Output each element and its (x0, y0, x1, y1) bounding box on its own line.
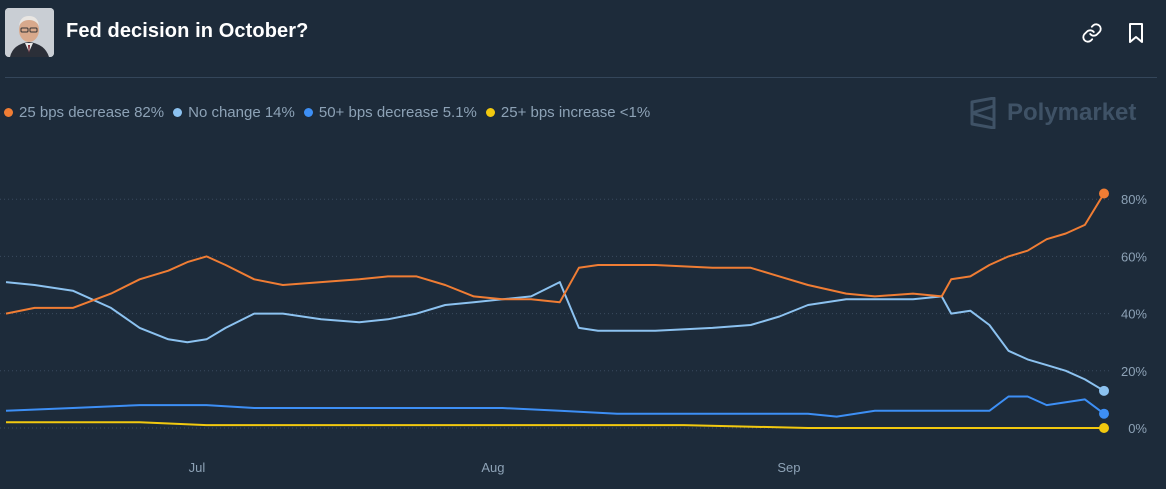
polymarket-logo-icon (970, 97, 996, 129)
y-tick-label: 20% (1121, 364, 1147, 379)
copy-link-button[interactable] (1079, 20, 1105, 46)
legend-item-25bps-decrease: 25 bps decrease 82% (4, 104, 164, 121)
market-header: Fed decision in October? (0, 0, 1166, 78)
legend-label: 50+ bps decrease 5.1% (318, 103, 477, 121)
legend-dot (4, 107, 13, 117)
series-end-point (1099, 408, 1109, 419)
chart-legend: 25 bps decrease 82% No change 14% 50+ bp… (4, 102, 659, 122)
x-tick-label: Sep (777, 460, 800, 475)
series-end-point (1099, 385, 1109, 396)
legend-dot (485, 107, 495, 117)
legend-dot (173, 107, 183, 117)
series-line-25-bps-increase (6, 421, 1104, 429)
series-line-no-change (5, 281, 1105, 392)
y-tick-label: 80% (1121, 192, 1147, 207)
series-line-25-bps-decrease (5, 192, 1105, 315)
x-tick-label: Aug (481, 460, 504, 475)
legend-label: 25 bps decrease 82% (19, 103, 165, 121)
legend-item-50bps-decrease: 50+ bps decrease 5.1% (303, 103, 477, 121)
x-tick-label: Jul (189, 460, 206, 475)
y-tick-label: 60% (1121, 249, 1147, 264)
series-end-point (1099, 423, 1109, 433)
legend-item-25bps-increase: 25+ bps increase <1% (485, 103, 651, 121)
brand-name: Polymarket (1007, 99, 1137, 126)
bookmark-button[interactable] (1123, 20, 1149, 46)
market-avatar (5, 8, 54, 57)
y-tick-label: 0% (1128, 421, 1147, 436)
legend-label: 25+ bps increase <1% (500, 103, 651, 121)
probability-chart: 80% 60% 40% 20% 0% Jul Aug Sep (0, 188, 1147, 475)
polymarket-brand: Polymarket (969, 97, 1136, 129)
legend-dot (303, 107, 313, 117)
legend-item-no-change: No change 14% (173, 104, 295, 121)
market-title: Fed decision in October? (66, 20, 309, 42)
series-end-point (1099, 188, 1109, 199)
header-divider (5, 77, 1157, 78)
bookmark-icon (1129, 23, 1143, 43)
legend-label: No change 14% (188, 103, 295, 121)
y-tick-label: 40% (1121, 307, 1147, 322)
link-icon (1082, 23, 1102, 43)
portrait-image (5, 8, 54, 57)
series-line-50-bps-decrease (5, 395, 1105, 418)
